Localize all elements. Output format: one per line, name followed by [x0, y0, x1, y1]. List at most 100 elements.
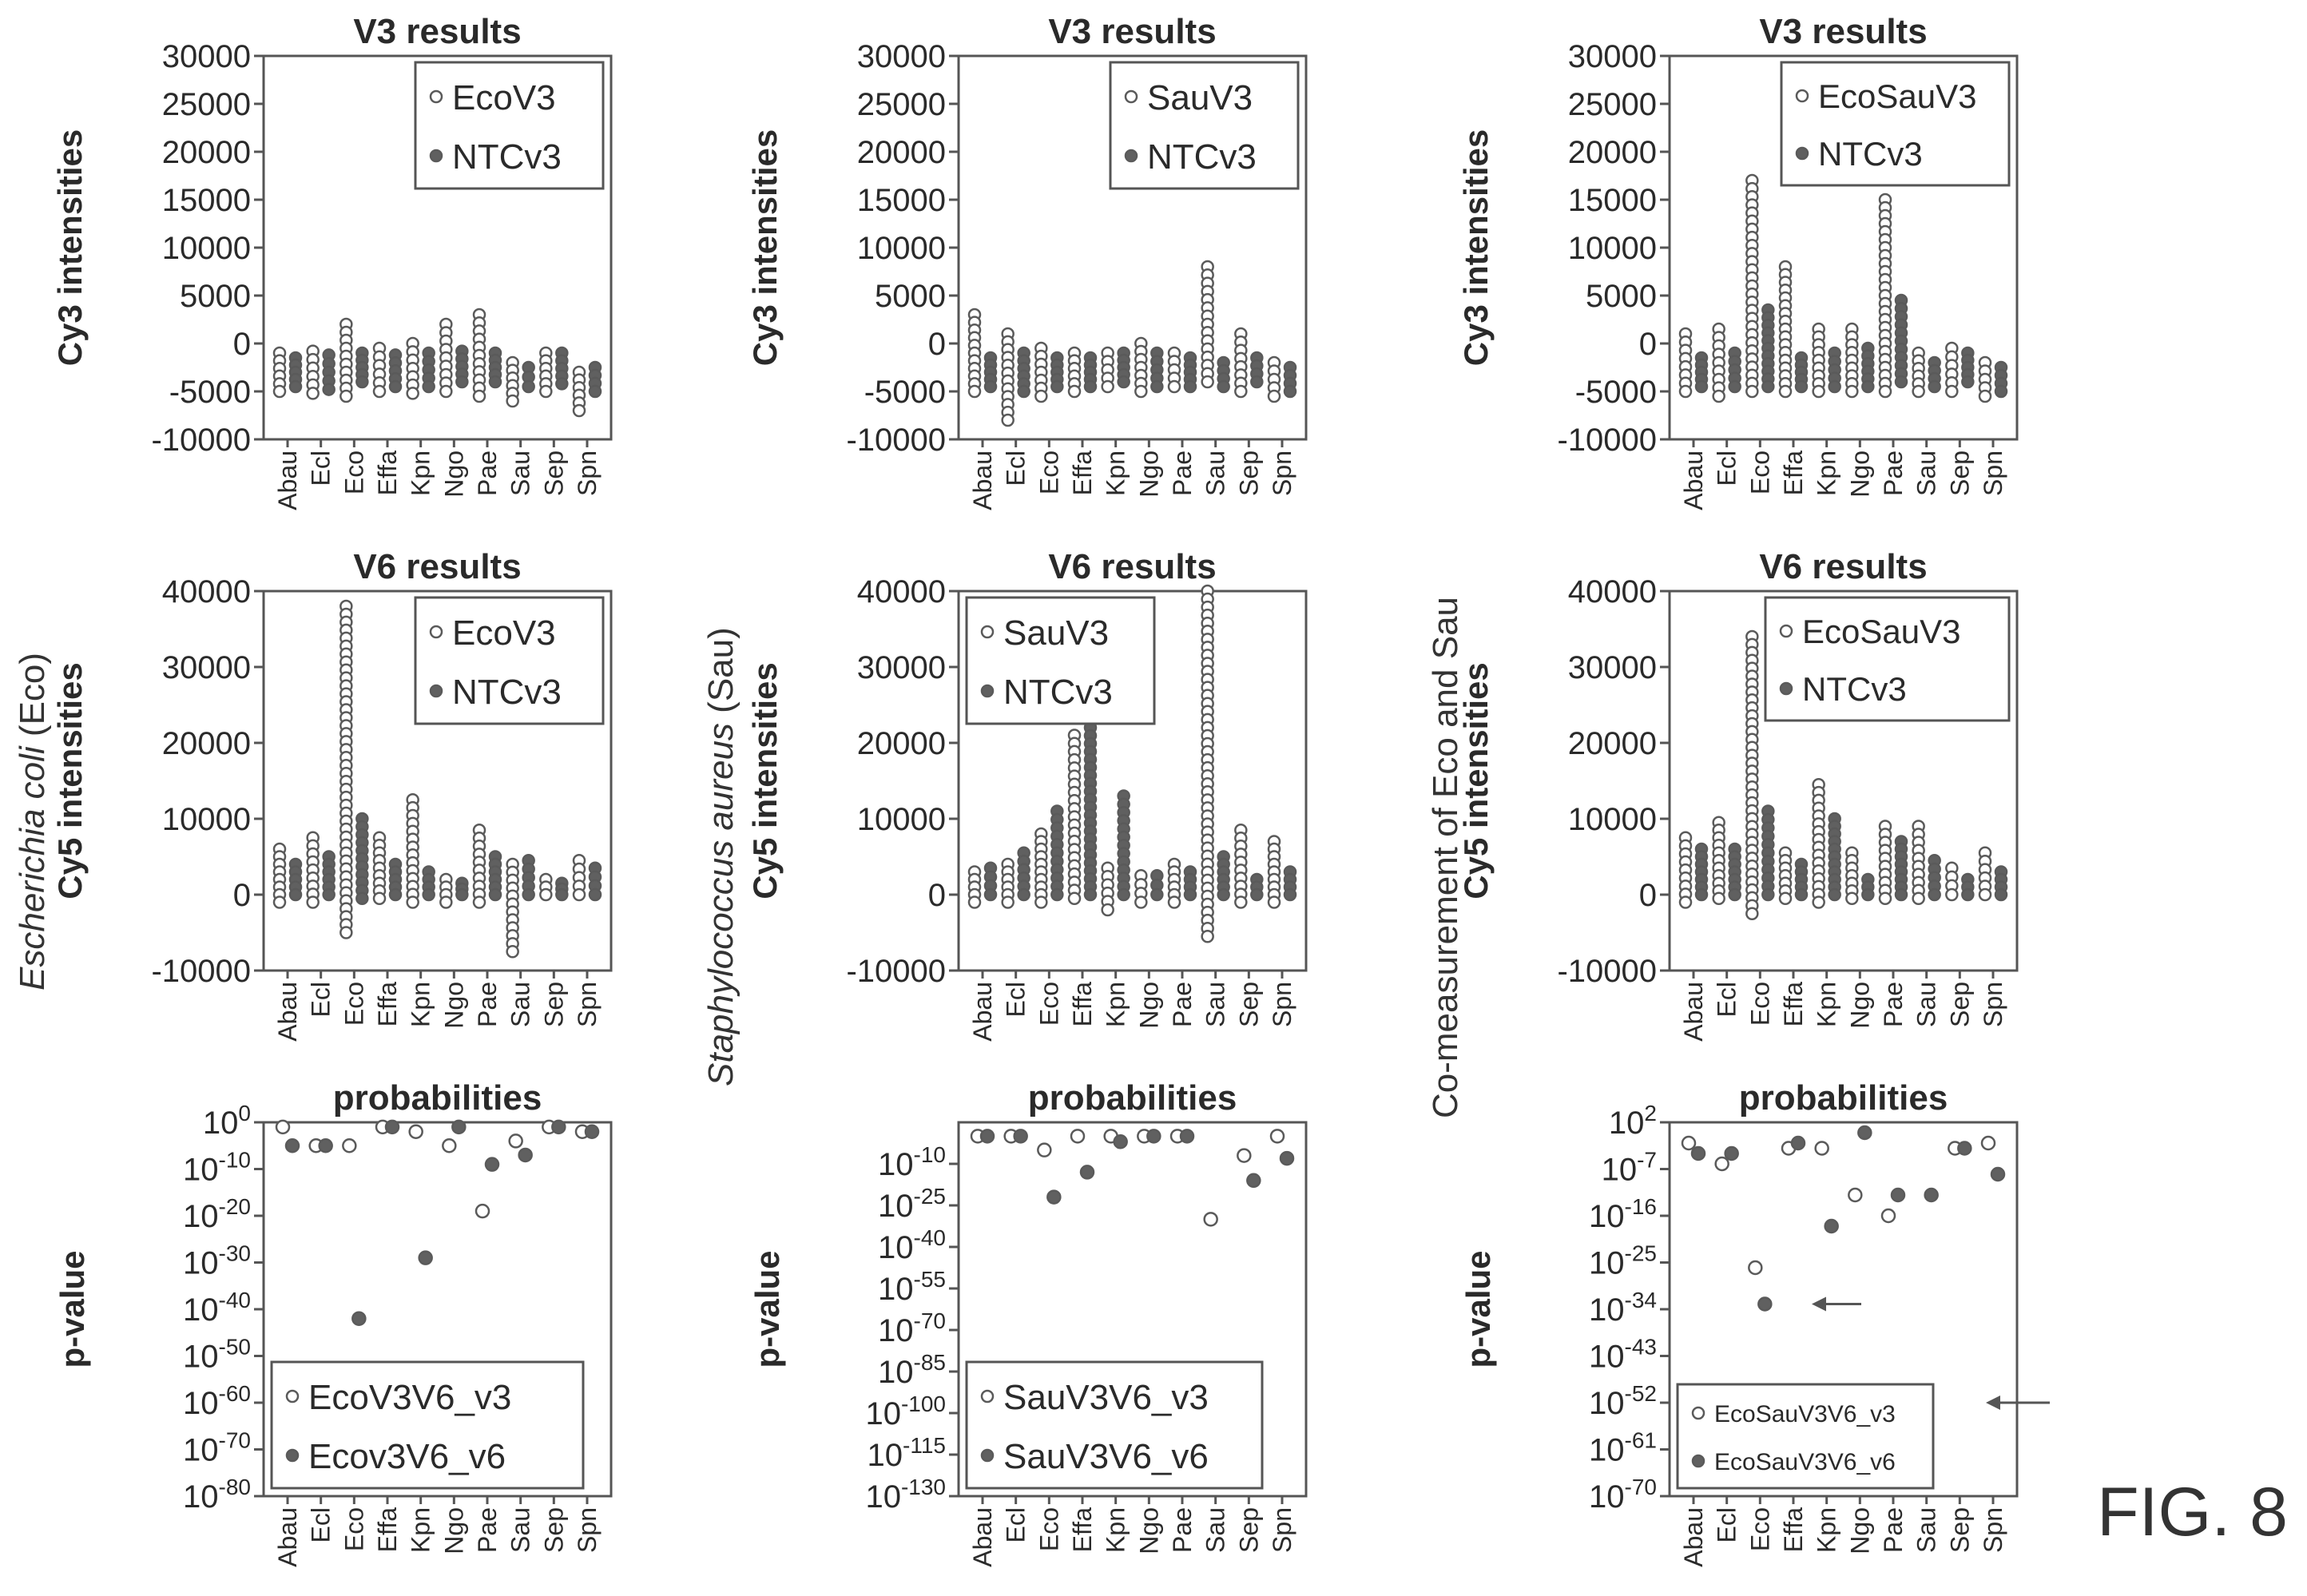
x-tick-label: Sep: [539, 982, 568, 1027]
y-tick-label: 10-70: [183, 1428, 251, 1468]
data-point-sample: [306, 387, 320, 400]
data-point-ntc: [1083, 887, 1098, 902]
data-point-v6: [1857, 1125, 1872, 1141]
y-tick-label: 20000: [162, 135, 251, 170]
legend-label: NTCv3: [452, 673, 562, 712]
data-point-v3: [508, 1133, 523, 1149]
x-tick-label: Eco: [1034, 1507, 1063, 1551]
y-tick-label: 40000: [1568, 574, 1657, 609]
arrow-head: [1986, 1396, 2000, 1410]
x-tick-label: Abau: [968, 982, 997, 1042]
data-point-ntc: [1994, 887, 2008, 902]
data-point-sample: [406, 387, 419, 400]
data-point-v3: [342, 1138, 357, 1153]
data-point-v3: [475, 1203, 490, 1219]
legend-box-sau-v6: [965, 596, 1156, 725]
x-tick-label: Sau: [1201, 451, 1230, 496]
data-point-sample: [1678, 895, 1693, 909]
data-point-ntc: [1794, 379, 1809, 394]
y-tick-label: 15000: [162, 183, 251, 218]
legend-box-sau-p: [965, 1360, 1264, 1490]
y-tick-label: 10-50: [183, 1335, 251, 1375]
y-tick-label: 10-10: [878, 1142, 946, 1182]
data-point-v6: [551, 1119, 566, 1135]
data-point-ntc: [1794, 887, 1809, 902]
legend-box-ecosau-v3: [1780, 61, 2011, 187]
data-point-ntc: [1761, 379, 1775, 394]
x-tick-label: Ecl: [307, 982, 336, 1017]
y-axis-label-eco-v6: Cy5 intensities: [51, 662, 89, 899]
data-point-sample: [372, 891, 387, 905]
legend-marker: [429, 89, 443, 104]
x-tick-label: Kpn: [407, 982, 435, 1027]
legend-box-ecosau-p: [1676, 1383, 1935, 1490]
data-point-v3: [275, 1119, 291, 1135]
data-point-sample: [506, 394, 519, 408]
y-axis-label-sau-p: p-value: [748, 1250, 786, 1368]
x-tick-label: Effa: [1779, 982, 1808, 1027]
y-tick-label: -10000: [1557, 423, 1657, 458]
y-tick-label: -5000: [864, 375, 946, 410]
x-tick-label: Sau: [506, 451, 535, 496]
legend-marker: [1124, 149, 1138, 163]
legend-label: SauV3V6_v3: [1003, 1378, 1209, 1417]
y-tick-label: -10000: [846, 954, 946, 989]
data-point-ntc: [1050, 379, 1064, 394]
x-tick-label: Ecl: [1713, 1507, 1741, 1542]
data-point-sample: [1167, 379, 1181, 394]
x-tick-label: Pae: [473, 451, 502, 496]
data-point-v6: [1690, 1145, 1706, 1161]
data-point-sample: [539, 887, 553, 902]
x-tick-label: Abau: [1679, 451, 1708, 510]
chart-title-sau-v3: V3 results: [1048, 12, 1216, 51]
data-point-sample: [272, 384, 287, 399]
data-point-sample: [1067, 384, 1082, 399]
data-point-ntc: [1250, 375, 1264, 389]
data-point-v6: [1790, 1135, 1806, 1151]
data-point-sample: [1845, 891, 1859, 905]
data-point-ntc: [1283, 887, 1297, 902]
x-tick-label: Ecl: [1002, 982, 1030, 1017]
data-point-ntc: [1250, 887, 1264, 902]
data-point-ntc: [1150, 379, 1164, 394]
data-point-sample: [1978, 389, 1992, 403]
data-point-v3: [1714, 1156, 1729, 1172]
y-tick-label: 10-40: [183, 1288, 251, 1328]
y-tick-label: 30000: [857, 39, 946, 74]
legend-marker: [429, 625, 443, 639]
data-point-sample: [1234, 384, 1248, 399]
data-point-sample: [1945, 384, 1959, 399]
data-point-ntc: [1928, 887, 1941, 902]
x-tick-label: Spn: [1979, 982, 2007, 1027]
x-tick-label: Abau: [273, 1507, 302, 1567]
x-tick-label: Pae: [1168, 451, 1197, 496]
y-tick-label: 102: [1609, 1101, 1657, 1141]
x-tick-label: Kpn: [1102, 1507, 1130, 1553]
legend-label: NTCv3: [1147, 137, 1257, 177]
data-point-v6: [1824, 1218, 1839, 1234]
data-point-sample: [1267, 389, 1281, 403]
data-point-sample: [506, 945, 519, 959]
data-point-v6: [584, 1124, 600, 1139]
chart-title-ecosau-p: probabilities: [1739, 1078, 1948, 1118]
y-tick-label: 15000: [1568, 183, 1657, 218]
y-axis-label-ecosau-v3: Cy3 intensities: [1457, 129, 1495, 366]
y-tick-label: 10000: [1568, 231, 1657, 266]
y-tick-label: 0: [233, 878, 251, 913]
y-tick-label: 10000: [857, 231, 946, 266]
x-tick-label: Sau: [1912, 451, 1941, 496]
data-point-v6: [284, 1138, 300, 1153]
x-tick-label: Pae: [1879, 982, 1908, 1027]
x-tick-label: Kpn: [407, 1507, 435, 1553]
data-point-ntc: [422, 887, 435, 902]
y-tick-label: 10-52: [1589, 1381, 1657, 1421]
data-point-sample: [1778, 891, 1793, 905]
legend-marker: [980, 1448, 995, 1463]
data-point-v6: [1890, 1187, 1906, 1203]
data-point-sample: [1201, 930, 1214, 943]
y-tick-label: 5000: [875, 279, 946, 314]
data-point-v3: [1980, 1135, 1996, 1151]
legend-label: EcoV3: [452, 613, 556, 653]
x-tick-label: Abau: [968, 451, 997, 510]
data-point-sample: [439, 895, 453, 909]
